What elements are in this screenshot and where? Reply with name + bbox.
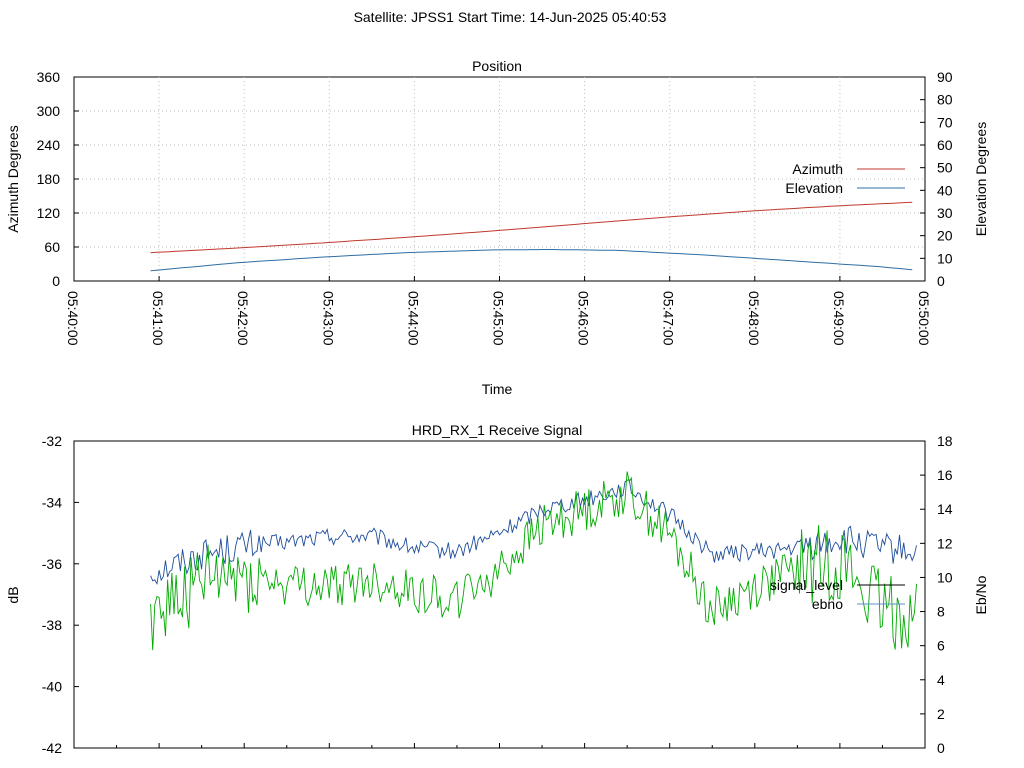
signal-series-line-ebno [150, 471, 917, 651]
position-x-tick-label: 05:42:00 [235, 291, 251, 346]
signal-y2-tick-label: 16 [937, 467, 953, 483]
signal-legend-label: signal_level [770, 577, 843, 593]
signal-y2-tick-label: 12 [937, 535, 953, 551]
signal-y-tick-label: -32 [42, 433, 62, 449]
signal-y-tick-label: -34 [42, 494, 62, 510]
signal-y-tick-label: -38 [42, 617, 62, 633]
position-x-tick-label: 05:46:00 [576, 291, 592, 346]
signal-plot-frame [73, 440, 926, 749]
position-ticks: 0 60 120 180 240 300 360 0 10 20 30 40 50 60 70 80 90 05:… [37, 69, 953, 346]
position-series-line-azimuth [150, 201, 913, 254]
position-chart: Position 0 60 120 180 240 300 360 0 10 20 30 40 50 60… [5, 58, 989, 397]
position-y-tick-label: 300 [37, 103, 61, 119]
position-x-tick-label: 05:47:00 [661, 291, 677, 346]
position-y2-tick-label: 80 [937, 92, 953, 108]
position-legend: Azimuth Elevation [785, 161, 905, 196]
figure-suptitle: Satellite: JPSS1 Start Time: 14-Jun-2025… [354, 9, 667, 25]
position-series-line-elevation [150, 249, 913, 272]
position-x-tick-label: 05:43:00 [320, 291, 336, 346]
signal-y2-tick-label: 18 [937, 433, 953, 449]
signal-chart: HRD_RX_1 Receive Signal -42-40-38-36-34-… [5, 422, 989, 756]
position-y-tick-label: 0 [52, 273, 60, 289]
position-y2-tick-label: 10 [937, 250, 953, 266]
position-series [150, 201, 913, 272]
position-y-tick-label: 180 [37, 171, 61, 187]
position-y2-tick-label: 30 [937, 205, 953, 221]
signal-series [150, 471, 917, 651]
signal-y2-tick-label: 6 [937, 638, 945, 654]
signal-legend-label: ebno [812, 596, 843, 612]
position-x-tick-label: 05:50:00 [916, 291, 932, 346]
signal-series-line-signal-level [150, 479, 917, 586]
signal-y2-tick-label: 2 [937, 706, 945, 722]
position-x-tick-label: 05:41:00 [150, 291, 166, 346]
position-x-tick-label: 05:48:00 [746, 291, 762, 346]
signal-y2-tick-label: 0 [937, 740, 945, 756]
signal-chart-title: HRD_RX_1 Receive Signal [412, 422, 582, 438]
signal-y2-tick-label: 14 [937, 501, 953, 517]
position-y-tick-label: 360 [37, 69, 61, 85]
position-y-tick-label: 60 [44, 239, 60, 255]
signal-y-tick-label: -42 [42, 740, 62, 756]
position-x-tick-label: 05:40:00 [65, 291, 81, 346]
signal-y2-tick-label: 10 [937, 569, 953, 585]
signal-ticks: -42 -40 -38 -36 -34 -32 0 2 4 6 8 10 12 14 16 18 [42, 433, 953, 756]
position-legend-label: Elevation [785, 180, 843, 196]
position-y2-tick-label: 90 [937, 69, 953, 85]
position-y2-axis-label: Elevation Degrees [973, 122, 989, 236]
position-y2-tick-label: 50 [937, 160, 953, 176]
signal-y-tick-label: -40 [42, 679, 62, 695]
position-y2-tick-label: 60 [937, 137, 953, 153]
position-y-tick-label: 120 [37, 205, 61, 221]
position-x-tick-label: 05:45:00 [491, 291, 507, 346]
signal-y-axis-label: dB [5, 586, 21, 603]
position-y2-tick-label: 0 [937, 273, 945, 289]
signal-y2-axis-label: Eb/No [973, 575, 989, 614]
position-y2-tick-label: 70 [937, 114, 953, 130]
position-chart-title: Position [472, 58, 522, 74]
position-x-tick-label: 05:44:00 [405, 291, 421, 346]
position-y-axis-label: Azimuth Degrees [5, 125, 21, 232]
signal-y-tick-label: -36 [42, 556, 62, 572]
signal-y2-tick-label: 4 [937, 672, 945, 688]
position-y-tick-label: 240 [37, 137, 61, 153]
position-x-axis-label: Time [482, 381, 513, 397]
signal-y2-tick-label: 8 [937, 604, 945, 620]
position-legend-label: Azimuth [792, 161, 843, 177]
position-x-tick-label: 05:49:00 [831, 291, 847, 346]
position-y2-tick-label: 40 [937, 182, 953, 198]
position-y2-tick-label: 20 [937, 228, 953, 244]
